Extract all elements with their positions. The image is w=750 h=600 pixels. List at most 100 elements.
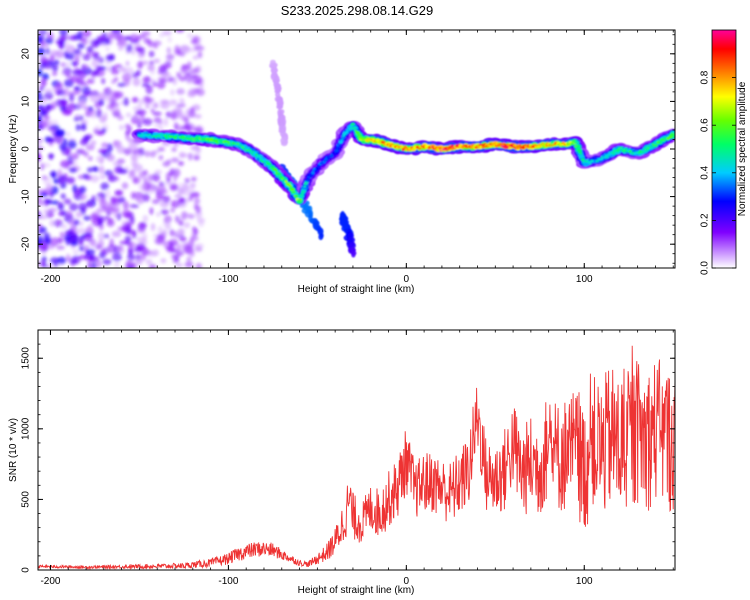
noise-blob	[65, 131, 71, 137]
noise-blob	[82, 173, 89, 180]
noise-blob	[148, 50, 155, 58]
noise-blob	[154, 237, 162, 245]
branch-blob-2	[278, 129, 287, 134]
noise-blob	[68, 93, 75, 102]
noise-blob	[118, 196, 126, 203]
noise-blob	[38, 235, 44, 244]
noise-blob	[135, 258, 143, 265]
ridge-blob	[278, 173, 282, 176]
noise-blob	[174, 194, 182, 199]
ridge-blob	[332, 152, 337, 156]
noise-blob	[73, 86, 82, 91]
noise-blob	[60, 70, 71, 76]
noise-blob	[60, 160, 70, 168]
noise-blob	[125, 112, 132, 118]
noise-blob	[160, 79, 169, 83]
ridge-blob	[628, 150, 633, 153]
ridge-blob	[576, 145, 580, 148]
noise-blob	[156, 184, 167, 193]
noise-blob	[75, 124, 81, 131]
noise-blob	[101, 247, 109, 255]
ridge-blob	[646, 148, 650, 152]
noise-blob	[38, 229, 45, 234]
noise-blob	[49, 170, 58, 178]
noise-blob	[60, 223, 68, 230]
noise-blob	[157, 147, 165, 152]
noise-blob	[65, 176, 76, 184]
noise-blob	[43, 177, 52, 186]
noise-blob	[68, 167, 78, 173]
noise-blob	[136, 242, 146, 251]
ridge-blob	[298, 200, 302, 203]
x-tick-label: 100	[576, 576, 593, 587]
noise-blob	[175, 30, 185, 33]
noise-blob	[117, 115, 124, 121]
ridge-blob	[338, 144, 342, 147]
noise-blob	[82, 244, 91, 249]
noise-blob	[159, 99, 170, 104]
noise-blob	[143, 118, 153, 126]
noise-blob	[38, 47, 45, 56]
noise-blob	[102, 258, 112, 265]
noise-blob	[163, 117, 169, 127]
noise-blob	[189, 238, 195, 247]
noise-blob	[38, 223, 43, 229]
ridge-blob	[317, 164, 322, 167]
ridge-blob	[351, 126, 357, 129]
noise-blob	[39, 192, 48, 197]
noise-blob	[49, 257, 60, 264]
noise-blob	[113, 77, 119, 82]
noise-blob	[60, 62, 67, 68]
noise-blob	[129, 204, 139, 209]
x-tick-label: 0	[404, 274, 410, 285]
x-tick-label: -100	[218, 576, 238, 587]
noise-blob	[39, 30, 45, 37]
noise-blob	[158, 32, 165, 38]
ridge-blob	[262, 159, 267, 162]
noise-blob	[38, 152, 41, 162]
noise-blob	[132, 72, 139, 79]
noise-blob	[177, 186, 181, 196]
noise-blob	[152, 81, 158, 87]
noise-blob	[97, 215, 106, 223]
x-tick-label: 0	[404, 576, 410, 587]
noise-blob	[147, 174, 153, 182]
spectrogram-noise	[38, 30, 206, 268]
noise-blob	[165, 172, 172, 181]
noise-blob	[49, 219, 55, 227]
noise-blob	[132, 77, 141, 87]
noise-blob	[38, 94, 44, 102]
noise-blob	[151, 173, 161, 182]
ridge-blob	[314, 169, 318, 173]
colorbar-tick-label: 0.2	[700, 213, 711, 227]
noise-blob	[136, 61, 144, 69]
noise-blob	[190, 145, 200, 151]
noise-blob	[183, 213, 192, 218]
noise-blob	[138, 98, 143, 108]
ridge-blob	[576, 148, 581, 152]
noise-blob	[95, 108, 103, 118]
ridge-blob	[580, 158, 585, 162]
noise-blob	[48, 153, 54, 161]
noise-blob	[162, 30, 172, 36]
ridge-blob	[579, 155, 584, 158]
branch-blob-1	[350, 250, 357, 256]
noise-blob	[87, 78, 95, 84]
ridge-blob	[301, 190, 306, 193]
x-tick-label: -200	[40, 274, 60, 285]
noise-blob	[135, 254, 142, 261]
y-tick-label: 1500	[21, 347, 32, 370]
noise-blob	[112, 252, 122, 262]
noise-blob	[189, 74, 199, 79]
noise-blob	[184, 261, 194, 268]
noise-blob	[117, 82, 126, 87]
noise-blob	[99, 42, 107, 47]
noise-blob	[59, 30, 68, 36]
noise-blob	[83, 151, 89, 157]
noise-blob	[178, 97, 184, 103]
x-tick-label: 100	[576, 274, 593, 285]
noise-blob	[117, 226, 127, 232]
noise-blob	[65, 52, 75, 61]
